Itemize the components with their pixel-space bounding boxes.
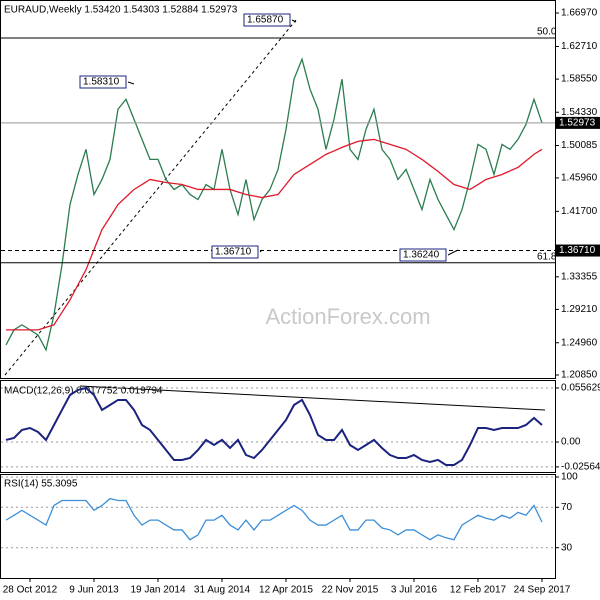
y-tick-label: 70 <box>561 502 573 513</box>
x-tick-label: 3 Jul 2016 <box>391 585 438 596</box>
y-tick-label: 1.29210 <box>561 304 598 315</box>
last-price-box <box>556 116 600 129</box>
y-tick-label: 1.66970 <box>561 8 598 19</box>
x-tick-label: 12 Feb 2017 <box>450 585 507 596</box>
series-line <box>5 497 543 541</box>
watermark: ActionForex.com <box>265 304 430 329</box>
y-tick-label: 100 <box>561 472 578 483</box>
x-tick-label: 12 Apr 2015 <box>259 585 313 596</box>
callout-leader <box>259 249 263 253</box>
price-panel <box>0 0 556 379</box>
trend-line <box>4 19 297 376</box>
x-tick-label: 9 Jun 2013 <box>69 585 119 596</box>
y-tick-label: 1.62710 <box>561 41 598 52</box>
y-tick-label: 1.45960 <box>561 173 598 184</box>
callout-label: 1.65870 <box>247 15 284 26</box>
fib-label: 61.8 <box>537 251 557 262</box>
callout-label: 1.36240 <box>403 250 440 261</box>
rsi-title: RSI(14) 55.3095 <box>4 479 78 490</box>
y-tick-label: 1.41700 <box>561 206 598 217</box>
y-tick-label: 1.24960 <box>561 337 598 348</box>
callout-leader <box>291 19 297 23</box>
macd-panel <box>0 380 556 473</box>
series-line <box>5 57 543 352</box>
y-tick-label: 1.50085 <box>561 140 598 151</box>
macd-trend-line <box>79 385 546 411</box>
last-price-label: 1.52973 <box>559 118 596 129</box>
rsi-panel <box>0 474 556 579</box>
macd-title: MACD(12,26,9) 0.017752 0.019794 <box>4 386 163 397</box>
y-tick-label: 1.58550 <box>561 74 598 85</box>
support-label: 1.36710 <box>559 245 596 256</box>
callout-leader <box>127 81 135 85</box>
callout-box <box>79 75 127 89</box>
y-tick-label: 0.055629 <box>561 383 600 394</box>
y-tick-label: 1.33355 <box>561 272 598 283</box>
y-tick-label: 0.00 <box>561 437 581 448</box>
callout-box <box>243 13 291 27</box>
callout-label: 1.36710 <box>215 247 252 258</box>
x-tick-label: 22 Nov 2015 <box>322 585 379 596</box>
x-tick-label: 19 Jan 2014 <box>130 585 185 596</box>
series-line <box>5 386 543 467</box>
x-tick-label: 24 Sep 2017 <box>514 585 571 596</box>
y-tick-label: 1.20850 <box>561 370 598 381</box>
y-tick-label: -0.025645 <box>561 462 600 473</box>
price-title: EURAUD,Weekly 1.53420 1.54303 1.52884 1.… <box>4 5 238 16</box>
y-tick-label: 30 <box>561 542 573 553</box>
support-box <box>556 244 600 257</box>
fib-label: 50.0 <box>537 27 557 38</box>
x-tick-label: 28 Oct 2012 <box>3 585 58 596</box>
x-tick-label: 31 Aug 2014 <box>194 585 251 596</box>
series-line <box>6 138 543 331</box>
callout-box <box>399 248 447 262</box>
callout-leader <box>447 249 459 256</box>
y-tick-label: 1.54330 <box>561 107 598 118</box>
callout-label: 1.58310 <box>83 77 120 88</box>
callout-box <box>211 245 259 259</box>
